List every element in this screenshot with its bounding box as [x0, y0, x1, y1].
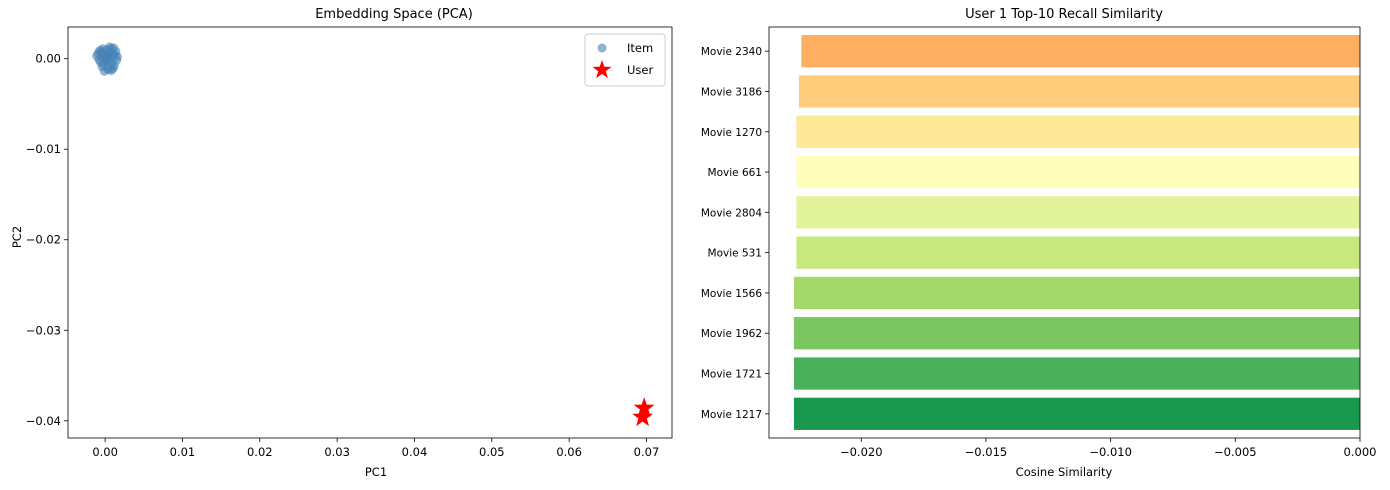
bar	[793, 357, 1360, 390]
item-point	[97, 62, 107, 72]
bar-x-tick-label: −0.020	[840, 445, 883, 459]
scatter-y-label: PC2	[10, 226, 24, 248]
scatter-panel: Embedding Space (PCA) 0.00 0.01 0.02 0.03 0.…	[10, 7, 673, 479]
bar	[801, 35, 1360, 68]
scatter-y-tick-label: −0.03	[26, 323, 61, 337]
scatter-x-label: PC1	[365, 465, 387, 479]
bar-y-ticks: Movie 2340 Movie 3186 Movie 1270 Movie 661 M…	[701, 46, 769, 421]
scatter-y-tick-label: −0.02	[26, 233, 61, 247]
item-point	[106, 65, 116, 75]
bar-category-label: Movie 2804	[701, 207, 762, 219]
bar	[796, 196, 1360, 229]
bar-x-ticks: −0.020 −0.015 −0.010 −0.005 0.000	[840, 438, 1376, 459]
bar-title: User 1 Top-10 Recall Similarity	[965, 7, 1163, 22]
scatter-y-tick-label: 0.00	[35, 52, 61, 66]
legend-user-marker	[592, 60, 612, 79]
bar-x-tick-label: 0.000	[1344, 445, 1377, 459]
scatter-x-tick-label: 0.02	[247, 445, 273, 459]
legend-item-label: Item	[627, 41, 653, 55]
scatter-x-tick-label: 0.03	[324, 445, 350, 459]
scatter-title: Embedding Space (PCA)	[315, 7, 473, 22]
scatter-legend: Item User	[584, 33, 666, 87]
legend-user-label: User	[627, 63, 653, 77]
bar-category-label: Movie 3186	[701, 86, 762, 98]
bar-category-label: Movie 531	[708, 248, 762, 260]
scatter-x-tick-label: 0.06	[556, 445, 582, 459]
bar-plot-frame	[768, 26, 1361, 439]
bar-x-tick-label: −0.015	[965, 445, 1008, 459]
scatter-x-tick-label: 0.07	[634, 445, 660, 459]
item-point	[95, 46, 105, 56]
scatter-x-tick-label: 0.05	[479, 445, 505, 459]
scatter-y-ticks: 0.00 −0.01 −0.02 −0.03 −0.04	[26, 52, 68, 428]
scatter-y-tick-label: −0.01	[26, 142, 61, 156]
item-point	[105, 42, 115, 52]
bar-category-label: Movie 1217	[701, 409, 762, 421]
bar-category-label: Movie 1962	[701, 328, 762, 340]
scatter-y-tick-label: −0.04	[26, 414, 61, 428]
bar	[796, 155, 1360, 189]
bar	[793, 397, 1360, 430]
scatter-x-ticks: 0.00 0.01 0.02 0.03 0.04 0.05 0.06 0.07	[92, 438, 659, 459]
bar	[796, 236, 1360, 269]
scatter-points	[92, 42, 655, 427]
bar-x-label: Cosine Similarity	[1016, 465, 1113, 479]
user-point	[633, 397, 655, 418]
legend-item-marker	[597, 43, 607, 53]
bar-x-tick-label: −0.005	[1214, 445, 1257, 459]
item-point	[103, 52, 113, 62]
bar	[793, 317, 1360, 350]
scatter-x-tick-label: 0.00	[92, 445, 118, 459]
bar-category-label: Movie 2340	[701, 46, 762, 58]
bar-x-tick-label: −0.010	[1089, 445, 1132, 459]
bar	[798, 75, 1360, 108]
bar-panel: User 1 Top-10 Recall Similarity −0.020 −0…	[701, 7, 1377, 479]
bar	[793, 276, 1360, 310]
bar-category-label: Movie 1270	[701, 127, 762, 139]
bar-category-label: Movie 1721	[701, 369, 762, 381]
scatter-x-tick-label: 0.04	[402, 445, 428, 459]
item-point	[110, 50, 120, 60]
bar-category-label: Movie 661	[708, 167, 762, 179]
bar-bars	[793, 35, 1360, 430]
user-point	[632, 406, 654, 427]
scatter-x-tick-label: 0.01	[170, 445, 196, 459]
bar	[796, 115, 1360, 148]
bar-category-label: Movie 1566	[701, 288, 762, 300]
scatter-plot-frame	[67, 26, 673, 439]
